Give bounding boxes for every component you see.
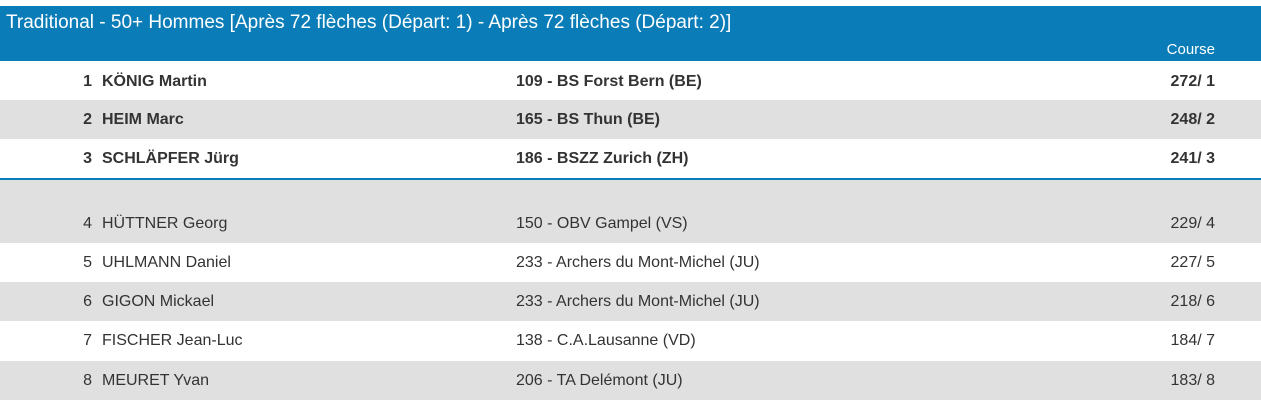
archer-name: GIGON Mickael [102,292,215,310]
club: 165 - BS Thun (BE) [516,110,661,128]
rank: 7 [83,331,92,349]
archer-name: HEIM Marc [102,110,184,128]
score: 241/ 3 [1170,149,1215,167]
result-row: 2 HEIM Marc 165 - BS Thun (BE) 248/ 2 [0,100,1261,139]
rank: 2 [83,110,92,128]
header: Traditional - 50+ Hommes [Après 72 flèch… [0,6,1261,61]
score: 184/ 7 [1170,331,1215,349]
archer-name: FISCHER Jean-Luc [102,331,243,349]
club: 138 - C.A.Lausanne (VD) [516,331,696,349]
title: Traditional - 50+ Hommes [Après 72 flèch… [6,12,732,33]
score: 218/ 6 [1170,292,1215,310]
score: 229/ 4 [1170,214,1215,232]
result-row: 7 FISCHER Jean-Luc 138 - C.A.Lausanne (VD)… [0,321,1261,360]
rank: 1 [83,72,92,90]
score: 248/ 2 [1170,110,1215,128]
club: 186 - BSZZ Zurich (ZH) [516,149,689,167]
club: 109 - BS Forst Bern (BE) [516,72,702,90]
club: 150 - OBV Gampel (VS) [516,214,688,232]
archer-name: MEURET Yvan [102,371,210,389]
separator [0,178,1261,180]
rank: 5 [83,253,92,271]
column-label: Course [1166,41,1215,58]
result-row: 1 KÖNIG Martin 109 - BS Forst Bern (BE) 272… [0,62,1261,101]
rank: 3 [83,149,92,167]
result-row: 8 MEURET Yvan 206 - TA Delémont (JU) 183/ 8 [0,361,1261,400]
archer-name: UHLMANN Daniel [102,253,231,271]
spacer [0,180,1261,204]
archer-name: HÜTTNER Georg [102,214,228,232]
archer-name: KÖNIG Martin [102,72,207,90]
rank: 8 [83,371,92,389]
score: 272/ 1 [1170,72,1215,90]
result-row: 3 SCHLÄPFER Jürg 186 - BSZZ Zurich (ZH) 241… [0,139,1261,178]
score: 183/ 8 [1170,371,1215,389]
club: 233 - Archers du Mont-Michel (JU) [516,292,760,310]
rank: 4 [83,214,92,232]
club: 206 - TA Delémont (JU) [516,371,683,389]
club: 233 - Archers du Mont-Michel (JU) [516,253,760,271]
result-row: 5 UHLMANN Daniel 233 - Archers du Mont-Mic… [0,243,1261,282]
result-row: 6 GIGON Mickael 233 - Archers du Mont-Mich… [0,282,1261,321]
rank: 6 [83,292,92,310]
archer-name: SCHLÄPFER Jürg [102,149,239,167]
result-row: 4 HÜTTNER Georg 150 - OBV Gampel (VS) 229/ … [0,204,1261,243]
score: 227/ 5 [1170,253,1215,271]
